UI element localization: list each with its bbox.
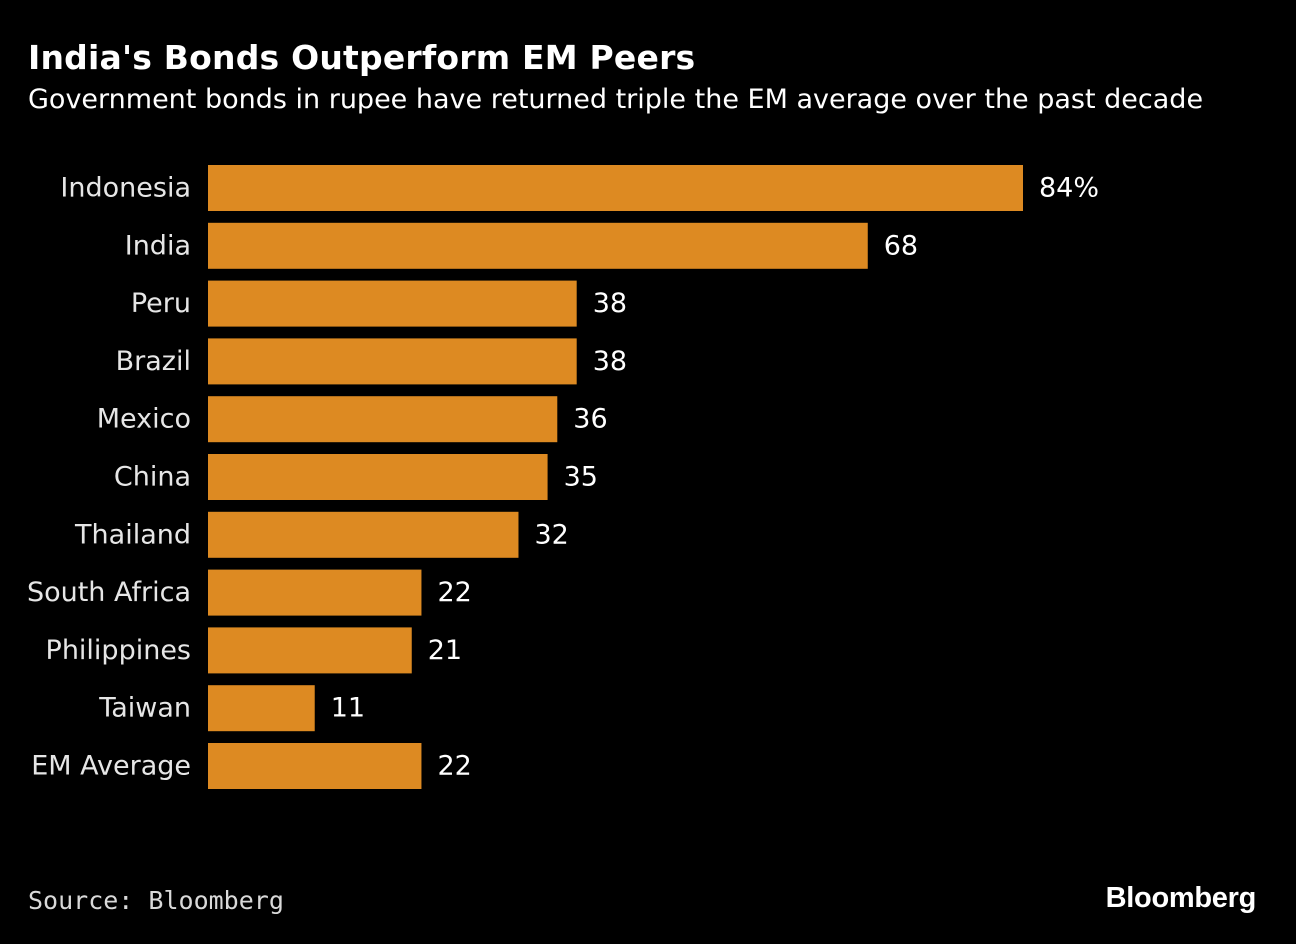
value-label-brazil: 38 [593, 346, 627, 377]
source-note: Source: Bloomberg [28, 886, 284, 915]
bar-em-average [208, 743, 422, 789]
category-label-philippines: Philippines [46, 635, 191, 666]
value-label-india: 68 [884, 230, 918, 261]
value-label-peru: 38 [593, 288, 627, 319]
value-label-south-africa: 22 [437, 577, 471, 608]
value-label-thailand: 32 [534, 519, 568, 550]
bar-taiwan [208, 685, 315, 732]
bar-india [208, 222, 868, 269]
chart-subtitle: Government bonds in rupee have returned … [28, 84, 1204, 115]
category-label-taiwan: Taiwan [98, 693, 191, 724]
value-label-indonesia: 84% [1039, 173, 1099, 204]
value-label-em-average: 22 [437, 751, 471, 782]
category-label-brazil: Brazil [116, 346, 191, 377]
bar-south-africa [208, 569, 422, 616]
bar-brazil [208, 338, 577, 385]
value-label-mexico: 36 [573, 404, 607, 435]
chart-title: India's Bonds Outperform EM Peers [28, 38, 696, 77]
bar-philippines [208, 627, 412, 674]
bar-china [208, 454, 548, 500]
bar-mexico [208, 396, 558, 443]
value-label-taiwan: 11 [331, 693, 365, 724]
category-label-thailand: Thailand [74, 519, 191, 550]
value-label-china: 35 [564, 462, 598, 493]
bloomberg-logo: Bloomberg [1105, 882, 1257, 914]
bar-peru [208, 280, 577, 327]
bar-thailand [208, 511, 519, 558]
category-label-south-africa: South Africa [27, 577, 191, 608]
category-label-china: China [114, 462, 191, 493]
category-label-indonesia: Indonesia [60, 173, 191, 204]
category-label-peru: Peru [131, 288, 191, 319]
category-label-em-average: EM Average [31, 751, 191, 782]
bar-indonesia [208, 165, 1023, 211]
value-label-philippines: 21 [428, 635, 462, 666]
category-label-mexico: Mexico [97, 404, 191, 435]
category-label-india: India [125, 230, 191, 261]
